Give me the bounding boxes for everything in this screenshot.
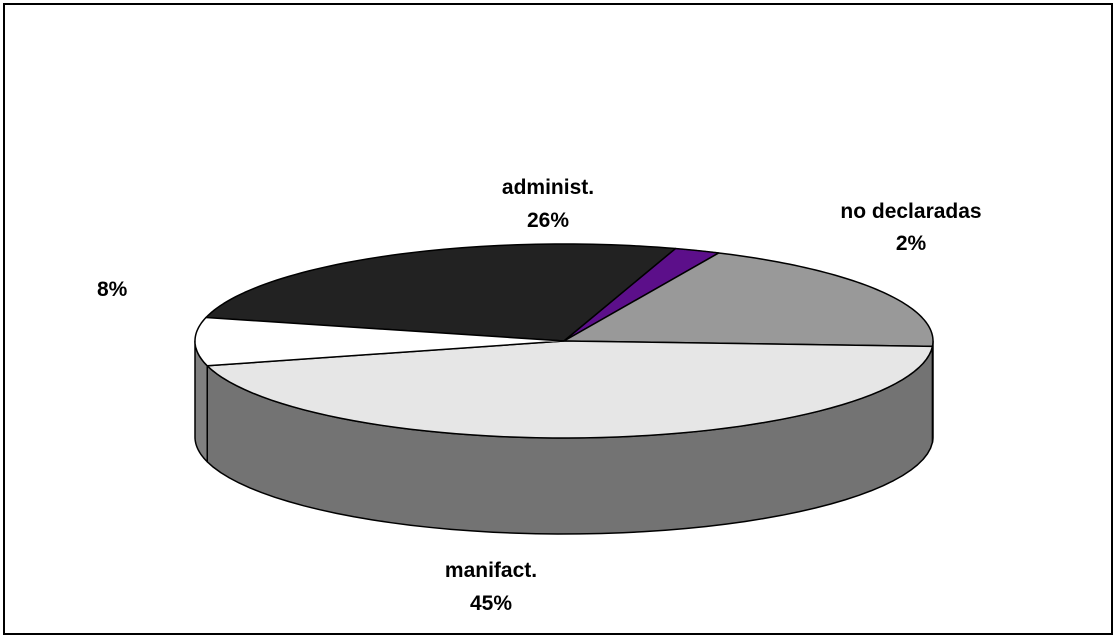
pie-slice-4 — [194, 316, 565, 367]
label-no-declaradas-pct: 2% — [896, 232, 927, 255]
pie-slices — [194, 243, 934, 439]
label-8pct: 8% — [97, 278, 128, 301]
label-administ-name: administ. — [502, 176, 594, 199]
label-manifact-name: manifact. — [445, 559, 537, 582]
pie-slice-0 — [205, 243, 677, 342]
label-administ-pct: 26% — [527, 209, 569, 232]
pie-slice-2 — [563, 252, 934, 348]
pie-slice-3 — [206, 340, 934, 439]
pie-sides — [194, 340, 934, 535]
label-no-declaradas-name: no declaradas — [840, 200, 981, 223]
pie-slice-1 — [563, 247, 720, 342]
label-manifact-pct: 45% — [470, 592, 512, 615]
